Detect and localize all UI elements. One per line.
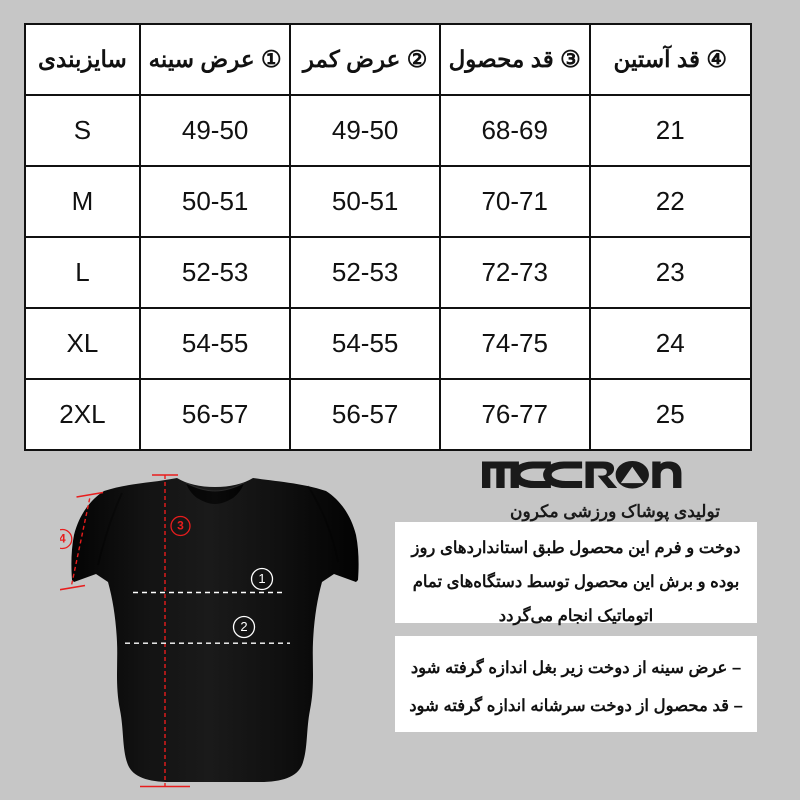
svg-text:3: 3 [177, 519, 184, 533]
svg-text:2: 2 [240, 619, 247, 634]
svg-text:4: 4 [60, 532, 66, 546]
svg-text:1: 1 [258, 571, 265, 586]
